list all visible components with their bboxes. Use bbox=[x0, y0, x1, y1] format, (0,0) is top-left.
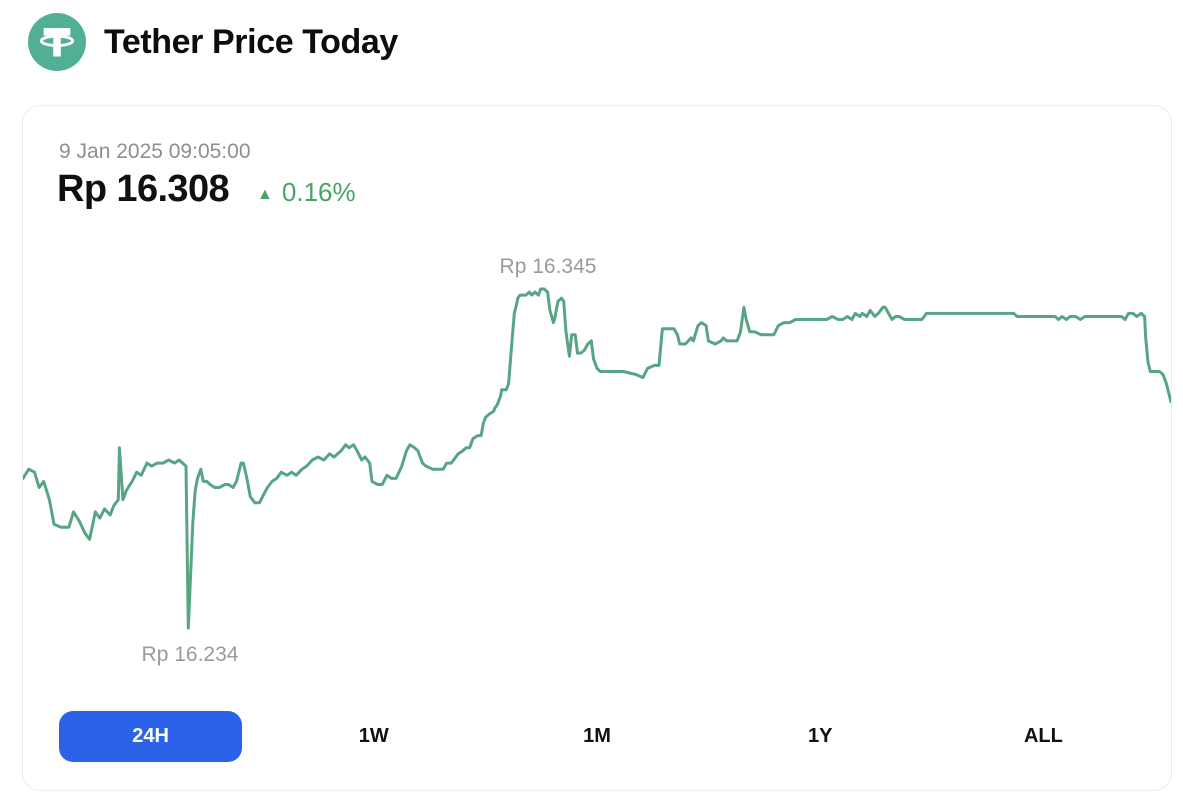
price-line bbox=[23, 287, 1171, 630]
chart-low-label: Rp 16.234 bbox=[141, 643, 239, 666]
current-price: Rp 16.308 bbox=[57, 168, 230, 210]
timeframe-tab-24h[interactable]: 24H bbox=[59, 711, 243, 762]
price-change: ▲ 0.16% bbox=[257, 177, 356, 208]
up-arrow-icon: ▲ bbox=[257, 186, 273, 203]
chart-high-label: Rp 16.345 bbox=[499, 255, 597, 278]
price-timestamp: 9 Jan 2025 09:05:00 bbox=[59, 140, 251, 163]
timeframe-tabs: 24H 1W 1M 1Y ALL bbox=[39, 711, 1155, 763]
price-row: Rp 16.308 ▲ 0.16% bbox=[57, 168, 356, 211]
price-change-percent: 0.16% bbox=[281, 177, 356, 207]
timeframe-tab-1w[interactable]: 1W bbox=[282, 711, 465, 762]
page-title: Tether Price Today bbox=[104, 22, 398, 61]
price-card: 9 Jan 2025 09:05:00 Rp 16.308 ▲ 0.16% Rp… bbox=[22, 105, 1172, 791]
page-header: Tether Price Today bbox=[28, 13, 398, 71]
price-chart[interactable] bbox=[23, 281, 1171, 643]
timeframe-tab-1y[interactable]: 1Y bbox=[729, 711, 912, 762]
tether-logo-icon bbox=[28, 13, 86, 71]
timeframe-tab-1m[interactable]: 1M bbox=[505, 711, 688, 762]
timeframe-tab-all[interactable]: ALL bbox=[952, 711, 1135, 762]
